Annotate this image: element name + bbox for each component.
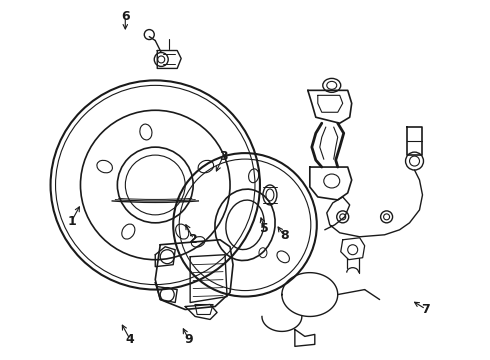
Text: 3: 3 (219, 150, 227, 163)
Text: 5: 5 (260, 222, 269, 235)
Text: 7: 7 (421, 303, 430, 316)
Text: 2: 2 (189, 233, 198, 246)
Text: 6: 6 (121, 10, 129, 23)
Text: 9: 9 (185, 333, 193, 346)
Text: 8: 8 (280, 229, 289, 242)
Text: 4: 4 (126, 333, 135, 346)
Text: 1: 1 (67, 215, 76, 228)
